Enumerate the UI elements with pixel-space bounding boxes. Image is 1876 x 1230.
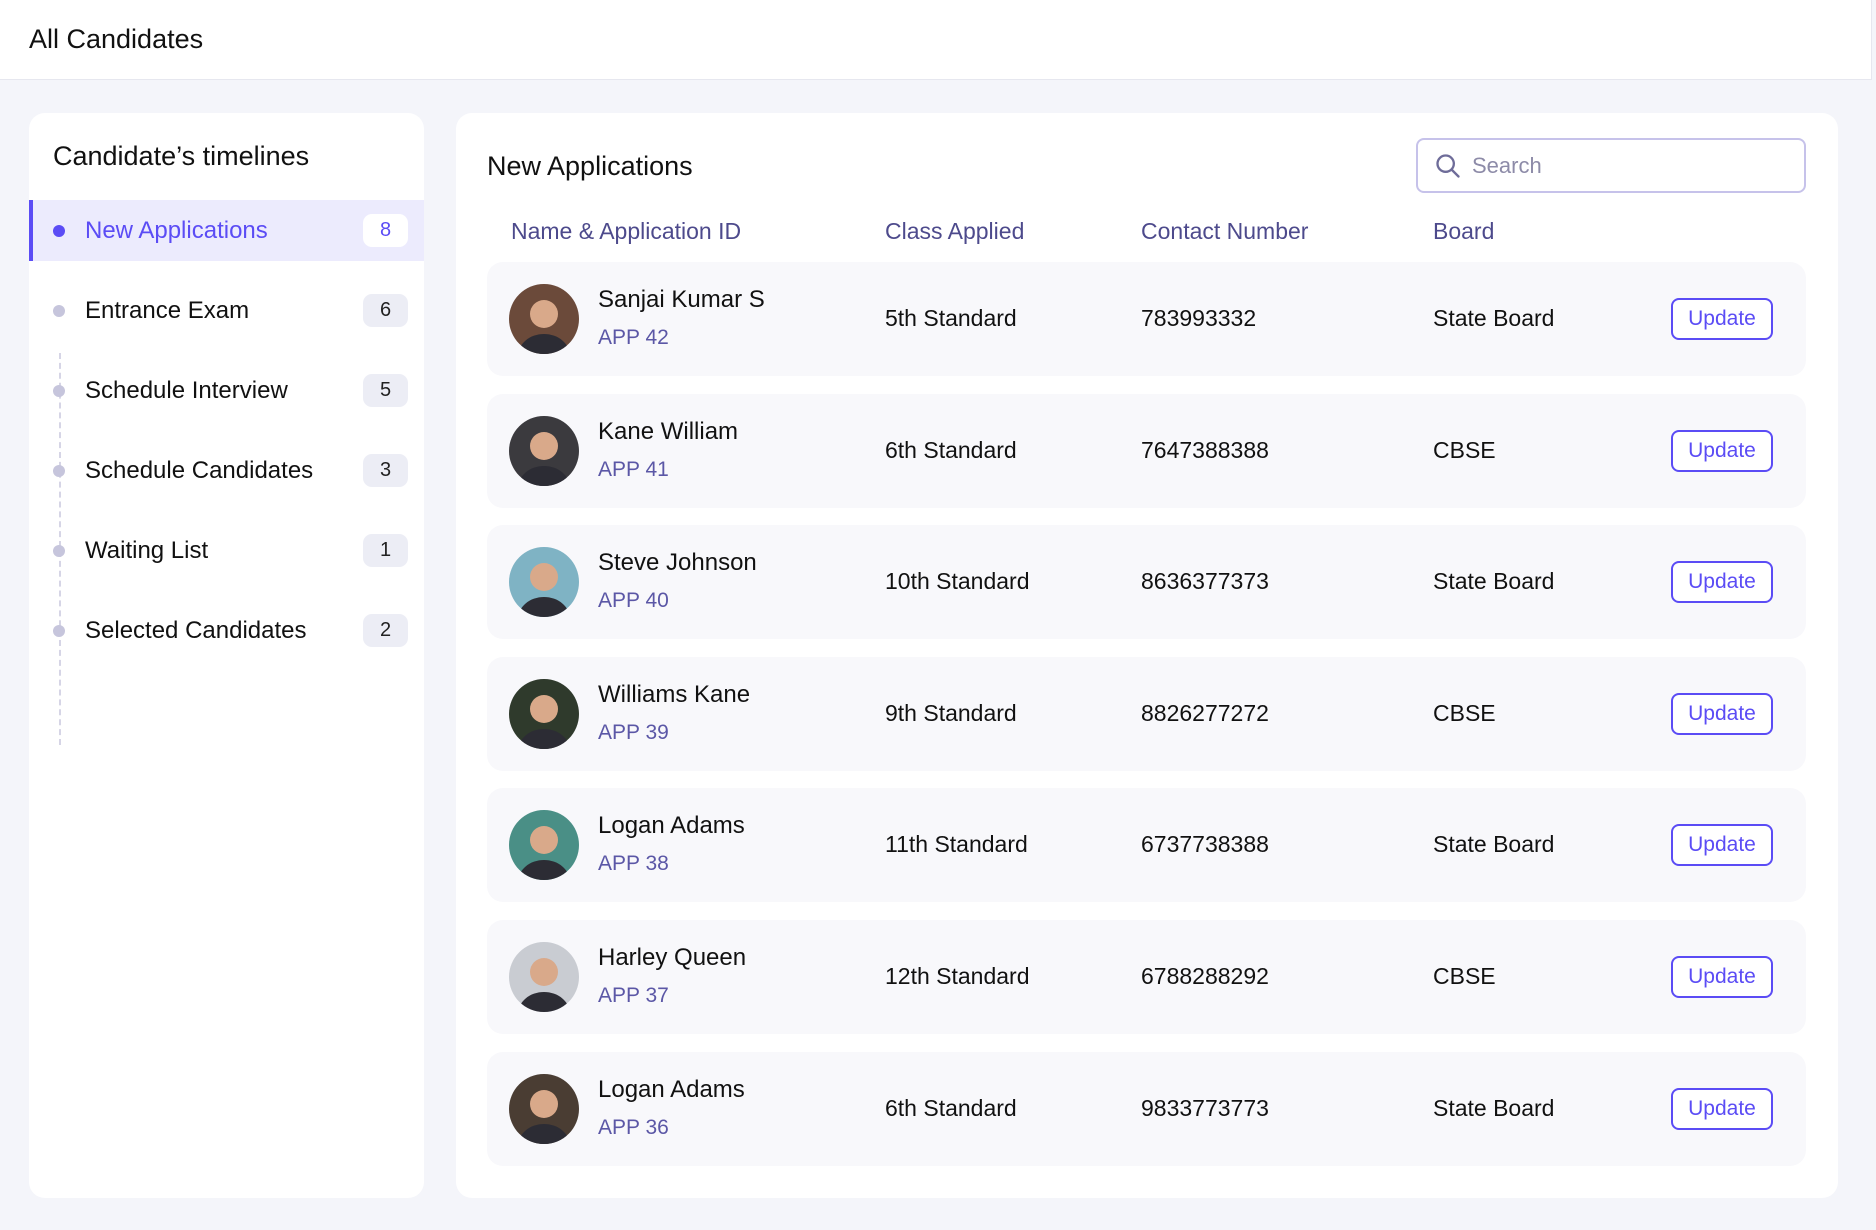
update-button[interactable]: Update [1671,561,1773,604]
class-applied: 9th Standard [885,699,1017,726]
sidebar-item-entrance-exam[interactable]: Entrance Exam 6 [29,280,424,341]
class-applied: 6th Standard [885,1094,1017,1121]
candidate-name: Logan Adams [598,812,745,840]
count-badge: 6 [363,294,408,327]
avatar [509,678,579,749]
sidebar-title: Candidate’s timelines [53,141,310,171]
application-id: APP 41 [598,457,669,481]
timeline-dot-icon [53,544,65,557]
candidate-name: Sanjai Kumar S [598,286,765,313]
candidate-name: Harley Queen [598,944,747,971]
class-applied: 5th Standard [885,305,1017,331]
panel-title: New Applications [487,151,693,181]
timeline-dot-icon [53,624,65,637]
column-header-name: Name & Application ID [511,218,742,244]
update-button[interactable]: Update [1671,692,1773,735]
count-badge: 1 [363,534,408,567]
sidebar-item-schedule-interview[interactable]: Schedule Interview 5 [29,360,424,421]
board: State Board [1433,1094,1555,1121]
timeline-sidebar: Candidate’s timelines New Applications 8… [29,113,424,1198]
search-icon [1436,153,1460,178]
timeline-dot-icon [53,384,65,397]
sidebar-item-new-applications[interactable]: New Applications 8 [29,200,424,261]
contact-number: 7647388388 [1141,436,1269,463]
count-badge: 8 [363,214,408,247]
timeline-dot-icon [53,464,65,477]
table-row: Kane William APP 41 6th Standard 7647388… [487,393,1806,508]
timeline-dot-icon [53,304,65,317]
table-row: Logan Adams APP 36 6th Standard 98337737… [487,1051,1806,1166]
update-button[interactable]: Update [1671,1087,1773,1130]
application-id: APP 40 [598,589,669,613]
column-header-contact: Contact Number [1141,218,1309,244]
board: CBSE [1433,699,1496,726]
column-header-board: Board [1433,218,1495,244]
table-row: Sanjai Kumar S APP 42 5th Standard 78399… [487,262,1806,376]
contact-number: 8826277272 [1141,699,1269,726]
application-id: APP 36 [598,1115,669,1139]
sidebar-item-waiting-list[interactable]: Waiting List 1 [29,520,424,581]
column-header-class: Class Applied [885,218,1025,244]
sidebar-item-selected-candidates[interactable]: Selected Candidates 2 [29,600,424,661]
update-button[interactable]: Update [1671,298,1773,340]
avatar [509,415,579,486]
avatar [509,810,579,881]
class-applied: 10th Standard [885,568,1030,595]
table-row: Williams Kane APP 39 9th Standard 882627… [487,656,1806,771]
count-badge: 3 [363,454,408,487]
candidate-name: Steve Johnson [598,549,757,577]
avatar [509,284,579,354]
contact-number: 6788288292 [1141,963,1269,989]
avatar [509,1073,579,1144]
contact-number: 6737738388 [1141,831,1269,858]
board: CBSE [1433,436,1496,463]
contact-number: 8636377373 [1141,568,1269,595]
update-button[interactable]: Update [1671,956,1773,998]
sidebar-item-label: Schedule Interview [85,376,288,404]
contact-number: 783993332 [1141,305,1257,331]
sidebar-item-label: Entrance Exam [85,296,250,324]
search-box[interactable] [1416,138,1806,193]
count-badge: 5 [363,374,408,407]
sidebar-item-label: New Applications [85,216,268,244]
candidate-name: Logan Adams [598,1075,745,1103]
count-badge: 2 [363,614,408,647]
sidebar-item-schedule-candidates[interactable]: Schedule Candidates 3 [29,440,424,501]
avatar [509,942,579,1012]
application-id: APP 39 [598,720,669,744]
candidate-name: Williams Kane [598,680,751,708]
board: State Board [1433,568,1555,595]
application-id: APP 38 [598,852,669,876]
avatar [509,547,579,618]
table-row: Steve Johnson APP 40 10th Standard 86363… [487,525,1806,640]
application-id: APP 42 [598,326,669,349]
sidebar-item-label: Selected Candidates [85,616,307,644]
page-title: All Candidates [29,24,204,54]
sidebar-item-label: Schedule Candidates [85,456,314,484]
table-row: Logan Adams APP 38 11th Standard 6737738… [487,788,1806,903]
class-applied: 12th Standard [885,963,1030,989]
timeline-dot-icon [53,224,65,237]
table-row: Harley Queen APP 37 12th Standard 678828… [487,920,1806,1034]
class-applied: 11th Standard [885,831,1028,858]
application-id: APP 37 [598,984,669,1007]
board: CBSE [1433,963,1496,989]
board: State Board [1433,305,1555,331]
contact-number: 9833773773 [1141,1094,1269,1121]
sidebar-item-label: Waiting List [85,536,209,564]
candidate-name: Kane William [598,417,739,445]
applications-panel: New Applications Name & Application ID C… [456,113,1838,1198]
update-button[interactable]: Update [1671,824,1773,867]
search-input[interactable] [1472,152,1772,179]
page-header: All Candidates [0,0,1872,80]
board: State Board [1433,831,1555,858]
update-button[interactable]: Update [1671,429,1773,472]
class-applied: 6th Standard [885,436,1017,463]
